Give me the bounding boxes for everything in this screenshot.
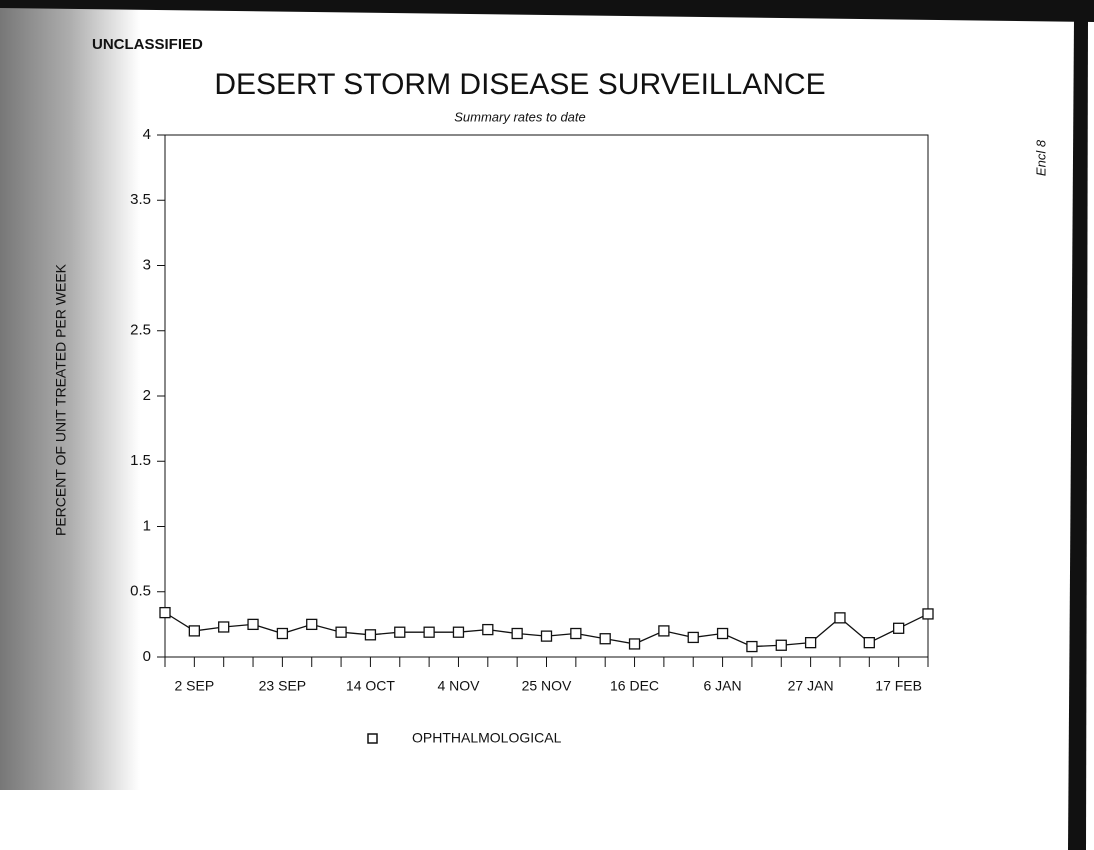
point-marker [658, 625, 670, 637]
point-marker [716, 627, 729, 640]
point-marker [452, 626, 465, 638]
scan-border-top [0, 0, 1094, 22]
annotation: Encl 8 [1033, 139, 1048, 176]
point-marker [599, 633, 611, 645]
point-marker [893, 622, 905, 634]
point-marker [746, 640, 758, 653]
point-marker [364, 629, 377, 641]
x-tick-label: 16 DEC [610, 678, 659, 694]
x-tick-label: 14 OCT [346, 678, 395, 694]
point-marker [188, 625, 200, 637]
point-marker [511, 627, 523, 640]
y-tick-label: 0 [143, 648, 151, 665]
point-marker [540, 630, 553, 642]
y-tick-label: 3.5 [130, 191, 151, 208]
y-tick-label: 0.5 [130, 583, 151, 600]
point-marker [247, 618, 259, 631]
scan-border-right [1068, 20, 1088, 850]
y-tick-label: 3 [143, 256, 151, 273]
point-marker [335, 626, 347, 638]
point-marker [394, 626, 406, 638]
y-tick-label: 2 [143, 387, 151, 404]
point-marker [423, 626, 435, 638]
chart-title: DESERT STORM DISEASE SURVEILLANCE [214, 68, 825, 101]
x-tick-label: 4 NOV [437, 678, 480, 694]
x-tick-label: 17 FEB [875, 678, 922, 694]
point-marker [482, 623, 494, 636]
point-marker [218, 621, 230, 633]
y-tick-label: 1.5 [130, 452, 151, 469]
legend-marker [367, 733, 378, 744]
x-tick-label: 25 NOV [522, 678, 572, 694]
x-tick-label: 6 JAN [704, 678, 742, 694]
point-marker [834, 612, 846, 624]
chart-subtitle: Summary rates to date [454, 109, 586, 124]
point-marker [306, 618, 318, 631]
legend-label: OPHTHALMOLOGICAL [412, 730, 562, 746]
x-tick-label: 27 JAN [788, 678, 834, 694]
point-marker [863, 636, 875, 649]
header: UNCLASSIFIED [92, 36, 203, 53]
point-marker [922, 608, 934, 620]
y-tick-label: 2.5 [130, 322, 151, 339]
x-tick-label: 23 SEP [259, 678, 306, 694]
point-marker [628, 638, 641, 650]
y-axis-label: PERCENT OF UNIT TREATED PER WEEK [53, 263, 69, 536]
point-marker [570, 627, 582, 640]
point-marker [159, 606, 171, 619]
scan-shadow [0, 0, 140, 790]
x-tick-label: 2 SEP [174, 678, 214, 694]
y-tick-label: 4 [143, 126, 151, 143]
point-marker [687, 631, 699, 644]
point-marker [804, 636, 817, 649]
point-marker [276, 627, 289, 640]
point-marker [775, 639, 787, 651]
y-tick-label: 1 [143, 517, 151, 534]
